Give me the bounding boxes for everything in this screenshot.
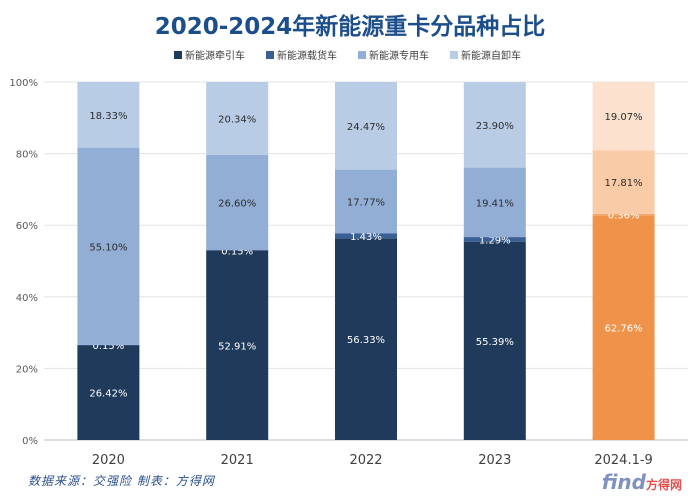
legend-label: 新能源自卸车	[461, 49, 521, 62]
data-label: 20.34%	[218, 114, 256, 125]
data-label: 24.47%	[347, 122, 385, 133]
data-label: 19.41%	[476, 198, 514, 209]
legend-label: 新能源牵引车	[185, 49, 245, 62]
legend-label: 新能源载货车	[277, 49, 337, 62]
bar-segment	[463, 237, 526, 242]
bar-segment	[335, 169, 397, 234]
bar-segment	[463, 167, 526, 238]
x-tick-label: 2022	[349, 453, 382, 468]
data-label: 62.76%	[605, 324, 643, 335]
bar-segment	[77, 344, 140, 346]
bar-segment	[77, 147, 140, 345]
legend-swatch	[174, 51, 182, 59]
y-tick-label: 60%	[16, 221, 38, 232]
bar-segment	[206, 82, 269, 155]
data-label: 26.60%	[218, 198, 256, 209]
source-note: 数据来源：交强险 制表：方得网	[28, 474, 215, 488]
bar-segment	[592, 150, 655, 215]
data-label: 19.07%	[605, 112, 643, 123]
data-label: 1.43%	[350, 232, 382, 243]
bar-segment	[206, 154, 269, 251]
bars: 26.42% 0.15% 55.10% 18.33% 52.91% 0.15% 26.60%…	[77, 82, 655, 440]
legend-swatch	[358, 51, 366, 59]
y-tick-label: 80%	[16, 150, 38, 161]
chart-title: 2020-2024年新能源重卡分品种占比	[155, 13, 546, 40]
data-label: 0.36%	[608, 211, 640, 222]
bar-segment	[592, 215, 655, 440]
bar-segment	[335, 238, 397, 440]
legend-swatch	[450, 51, 458, 59]
data-label: 56.33%	[347, 335, 385, 346]
bar-segment	[77, 82, 140, 148]
y-tick-label: 0%	[22, 436, 38, 447]
data-label: 17.77%	[347, 197, 385, 208]
x-axis: 2020 2021 2022 2023 2024.1-9	[92, 453, 653, 468]
x-tick-label: 2024.1-9	[594, 453, 652, 468]
data-label: 55.39%	[476, 337, 514, 348]
bar-segment	[335, 233, 397, 239]
data-label: 55.10%	[89, 242, 127, 253]
legend-label: 新能源专用车	[369, 49, 429, 62]
x-tick-label: 2021	[221, 453, 254, 468]
bar-segment	[335, 82, 397, 170]
bar-segment	[592, 214, 655, 216]
data-label: 0.15%	[93, 341, 125, 352]
bar-segment	[463, 82, 526, 168]
y-tick-label: 100%	[9, 78, 38, 89]
x-tick-label: 2023	[478, 453, 511, 468]
bar-segment	[77, 345, 140, 440]
bar-segment	[463, 241, 526, 440]
data-label: 52.91%	[218, 341, 256, 352]
y-tick-label: 20%	[16, 364, 38, 375]
bar-segment	[206, 250, 269, 440]
y-tick-label: 40%	[16, 293, 38, 304]
data-label: 1.29%	[479, 235, 511, 246]
data-label: 23.90%	[476, 121, 514, 132]
legend: 新能源牵引车 新能源载货车 新能源专用车 新能源自卸车	[174, 49, 521, 62]
legend-swatch	[266, 51, 274, 59]
watermark-logo: find方得网	[602, 470, 682, 494]
bar-segment	[206, 250, 269, 251]
data-label: 17.81%	[605, 178, 643, 189]
watermark-text: find	[601, 470, 646, 494]
data-label: 18.33%	[89, 111, 127, 122]
watermark-suffix: 方得网	[645, 478, 682, 492]
data-label: 0.15%	[221, 246, 253, 257]
x-tick-label: 2020	[92, 453, 125, 468]
y-axis: 0% 20% 40% 60% 80% 100%	[9, 78, 38, 447]
bar-segment	[592, 82, 655, 151]
data-label: 26.42%	[89, 389, 127, 400]
